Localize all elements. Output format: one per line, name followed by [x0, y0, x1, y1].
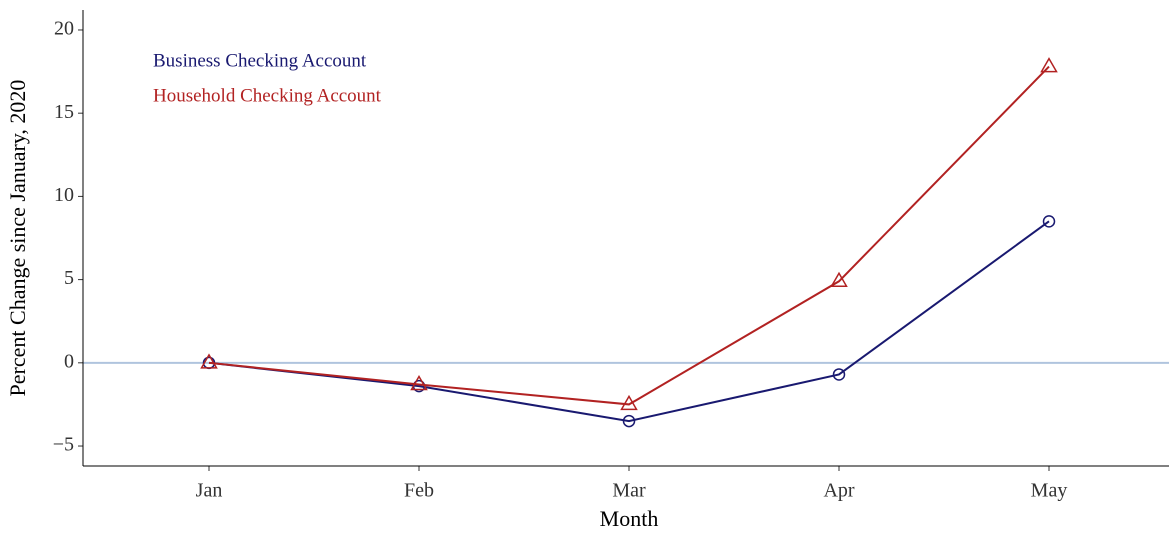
y-tick-label: 5 — [64, 267, 74, 289]
series-line — [208, 65, 1050, 406]
y-tick-label: 10 — [54, 184, 74, 206]
y-axis-title: Percent Change since January, 2020 — [5, 80, 30, 397]
marker — [832, 368, 846, 381]
marker — [200, 353, 218, 369]
x-axis-title: Month — [600, 506, 659, 531]
marker — [410, 374, 428, 391]
legend-label: Business Checking Account — [153, 50, 367, 71]
marker — [620, 394, 638, 411]
legend-label: Household Checking Account — [153, 85, 382, 106]
x-tick-label: May — [1031, 480, 1068, 502]
marker — [622, 414, 636, 428]
y-tick-label: 20 — [54, 18, 74, 40]
x-tick-label: Feb — [404, 480, 434, 502]
marker — [830, 271, 848, 288]
marker — [1040, 57, 1058, 73]
marker — [1042, 215, 1056, 228]
x-tick-label: Mar — [612, 480, 646, 502]
series-line — [208, 220, 1050, 423]
x-tick-label: Apr — [823, 480, 854, 502]
x-tick-label: Jan — [196, 480, 223, 502]
y-tick-label: 0 — [64, 350, 74, 372]
y-tick-label: 15 — [54, 101, 74, 123]
y-tick-label: −5 — [53, 434, 74, 456]
